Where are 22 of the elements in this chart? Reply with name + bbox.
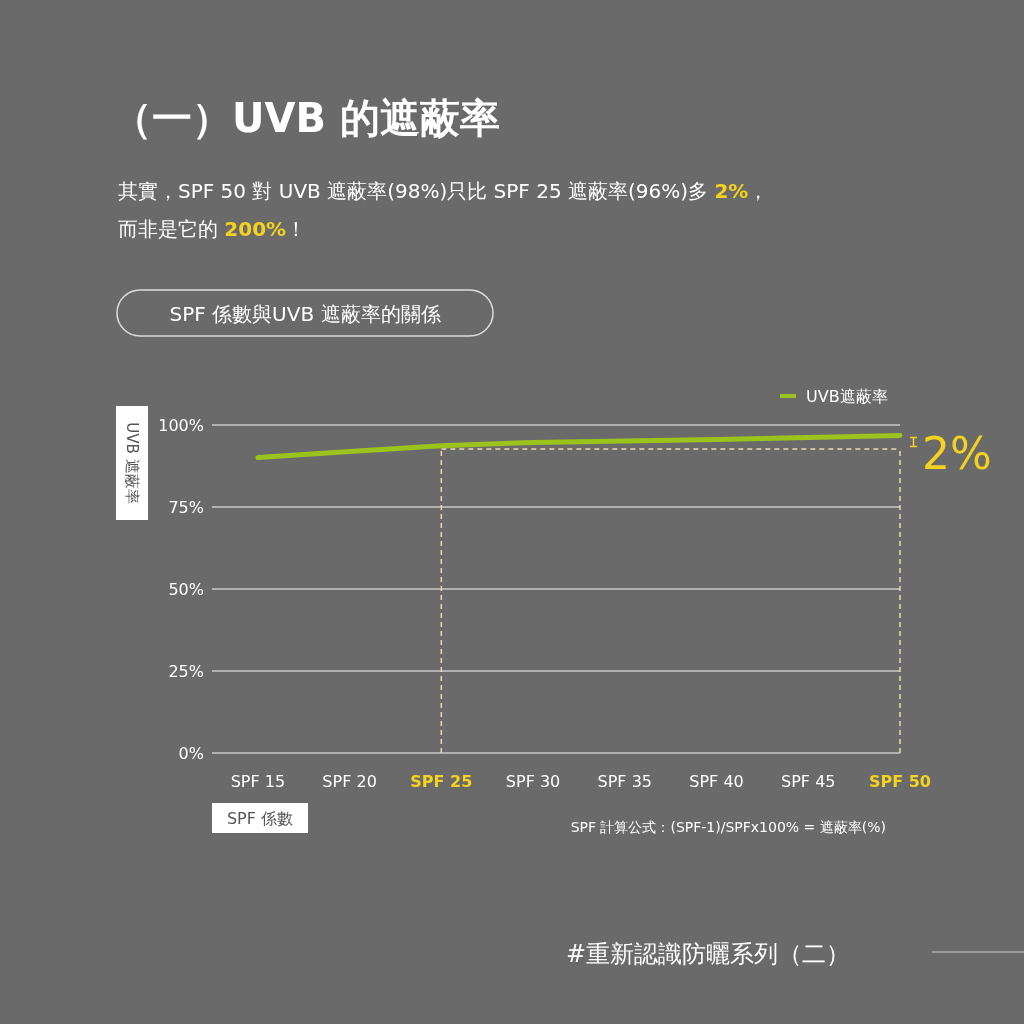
y-tick-label: 0% (178, 744, 204, 763)
text: 其實，SPF 50 對 UVB 遮蔽率(98%)只比 SPF 25 遮蔽率(96%)多 2%，而非是它的 200%！ (118, 179, 769, 241)
chart-title: （一）UVB 的遮蔽率 (112, 95, 500, 141)
x-tick-label: SPF 35 (597, 772, 653, 791)
x-tick-label: SPF 30 (505, 772, 561, 791)
x-tick-label: SPF 25 (410, 772, 473, 791)
x-tick-label: SPF 45 (781, 772, 836, 791)
y-tick-label: 50% (168, 580, 204, 599)
legend-label: UVB遮蔽率 (806, 387, 888, 406)
annotation: 2% (922, 428, 992, 480)
x-axis-title: SPF 係數 (226, 809, 294, 828)
x-tick-label: SPF 20 (322, 772, 377, 791)
x-tick-label: SPF 50 (868, 772, 932, 791)
text: #重新認識防曬系列（二） (566, 940, 851, 968)
x-tick-label: SPF 15 (230, 772, 286, 791)
text: SPF 係數與UVB 遮蔽率的關係 (169, 302, 441, 326)
text: SPF 計算公式：(SPF-1)/SPFx100% = 遮蔽率(%) (570, 819, 886, 835)
y-tick-label: 25% (168, 662, 204, 681)
y-tick-label: 100% (158, 416, 204, 435)
y-tick-label: 75% (168, 498, 204, 517)
y-axis-title: UVB 遮蔽率 (123, 422, 141, 504)
x-tick-label: SPF 40 (689, 772, 744, 791)
